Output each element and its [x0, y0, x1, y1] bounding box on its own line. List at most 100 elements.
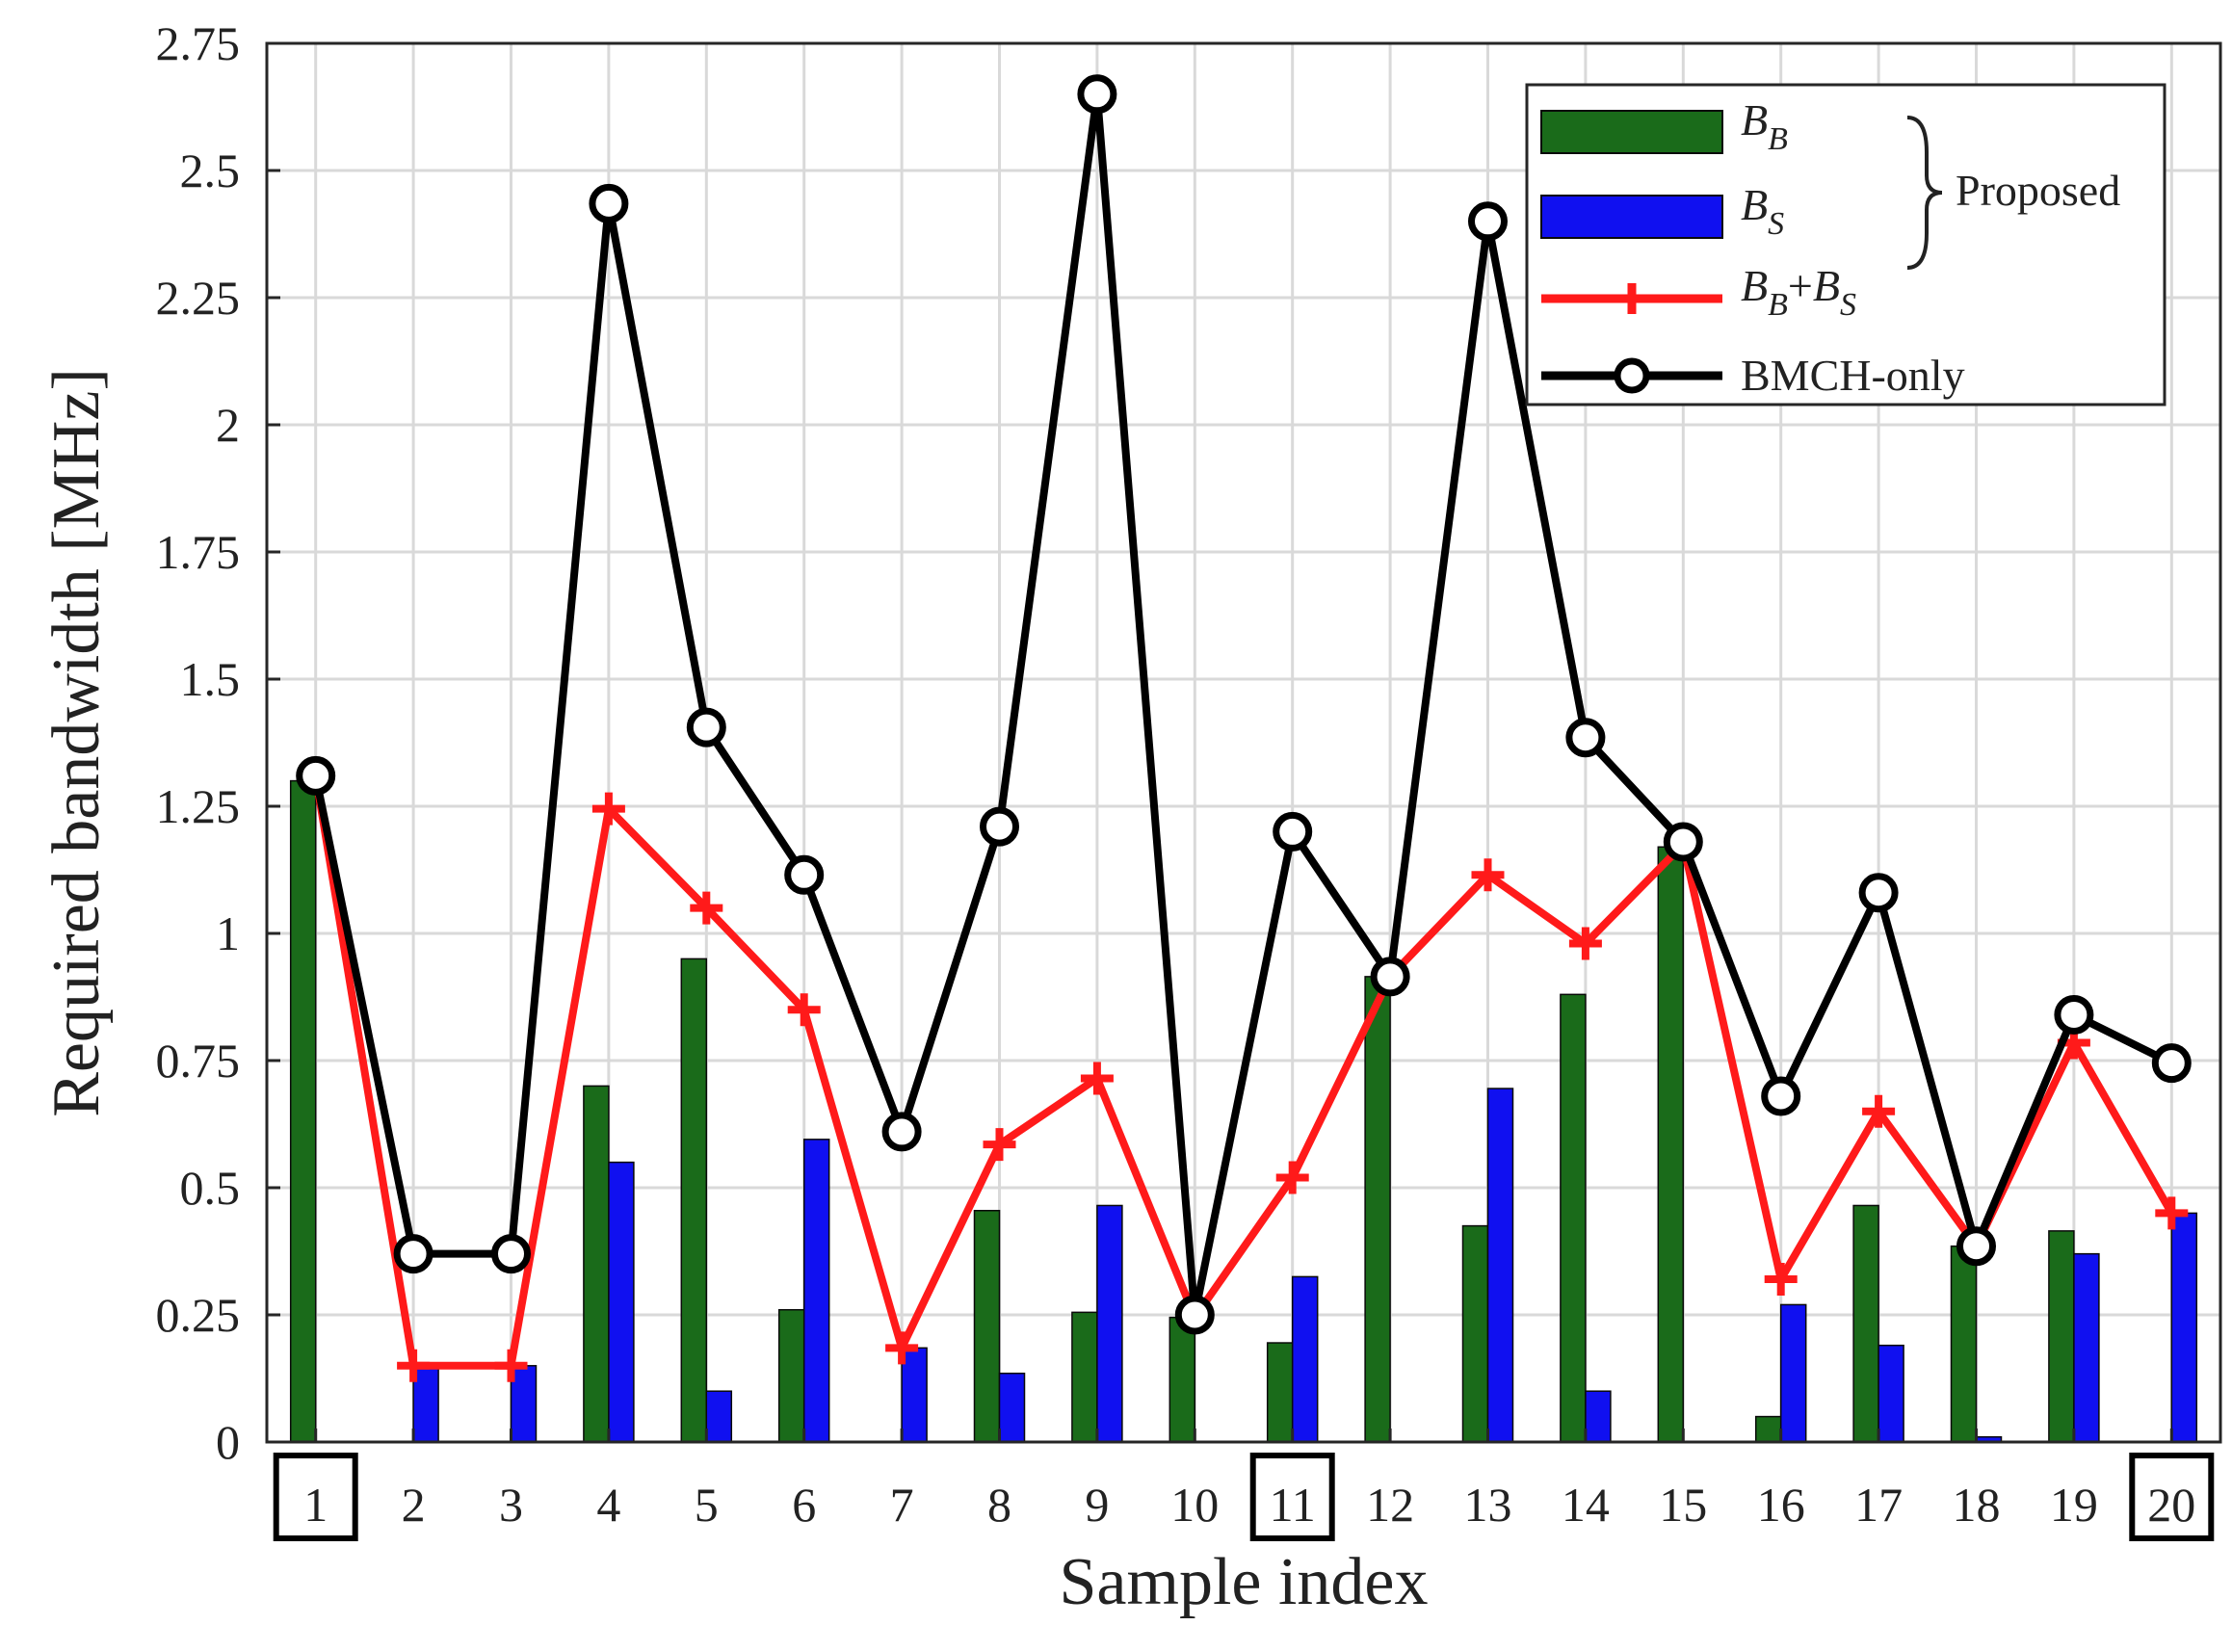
bar-bs-7 — [901, 1347, 928, 1443]
x-tick-label-20: 20 — [2147, 1478, 2195, 1532]
x-tick-label-1: 1 — [303, 1478, 328, 1532]
point-bmch-only-12 — [1370, 957, 1410, 997]
point-bmch-only-8 — [980, 806, 1019, 847]
bar-bb-9 — [1071, 1311, 1098, 1443]
y-tick-label-8: 2 — [216, 398, 240, 452]
point-b-b-b-s-20 — [2155, 1196, 2189, 1230]
x-tick-label-2: 2 — [402, 1478, 426, 1532]
bar-bb-17 — [1852, 1204, 1879, 1443]
x-axis-title: Sample index — [1060, 1545, 1429, 1619]
legend-group-label: Proposed — [1956, 166, 2120, 215]
point-bmch-only-7 — [881, 1112, 922, 1152]
point-bmch-only-4 — [589, 183, 629, 223]
point-b-b-b-s-7 — [885, 1331, 919, 1365]
lines — [296, 74, 2192, 1382]
y-tick-label-4: 1 — [216, 906, 240, 960]
series-line-b-b-b-s — [311, 774, 2175, 1370]
x-tick-label-19: 19 — [2050, 1478, 2098, 1532]
bar-bb-8 — [973, 1210, 1001, 1443]
y-tick-label-9: 2.25 — [156, 271, 241, 325]
point-bmch-only-2 — [393, 1234, 433, 1274]
bar-bb-5 — [680, 957, 708, 1443]
legend: BB BS BB+BS BMCH-only Proposed — [1525, 83, 2166, 406]
x-tick-label-12: 12 — [1366, 1478, 1414, 1532]
bar-bb-12 — [1364, 976, 1391, 1443]
y-tick-label-10: 2.5 — [180, 144, 241, 197]
y-tick-label-6: 1.5 — [180, 652, 241, 706]
legend-marker-circle — [1614, 357, 1650, 394]
point-bmch-only-19 — [2054, 994, 2094, 1035]
series-line-bmch-only — [311, 90, 2174, 1319]
point-bmch-only-6 — [784, 854, 825, 895]
x-tick-highlight-20 — [2129, 1453, 2215, 1541]
legend-brace — [1906, 116, 1943, 270]
point-bmch-only-5 — [686, 707, 726, 747]
bar-bs-11 — [1291, 1275, 1319, 1443]
bar-bs-5 — [705, 1390, 733, 1443]
point-b-b-b-s-4 — [591, 792, 625, 826]
y-tick-labels: 0 0.25 0.5 0.75 1 1.25 1.5 1.75 2 2.25 2.5 2.75 — [156, 16, 280, 1469]
point-bmch-only-17 — [1858, 873, 1899, 913]
x-tick-label-16: 16 — [1757, 1478, 1805, 1532]
y-tick-label-11: 2.75 — [156, 16, 241, 70]
point-bmch-only-18 — [1956, 1226, 1996, 1267]
x-tick-label-17: 17 — [1854, 1478, 1903, 1532]
point-bmch-only-13 — [1468, 201, 1508, 242]
point-bmch-only-1 — [296, 755, 336, 796]
x-tick-label-11: 11 — [1270, 1478, 1316, 1532]
legend-label-bmch: BMCH-only — [1741, 351, 1965, 400]
x-tick-label-8: 8 — [987, 1478, 1011, 1532]
point-bmch-only-16 — [1761, 1076, 1801, 1116]
point-bmch-only-20 — [2151, 1043, 2192, 1084]
legend-label-bb: BB — [1741, 95, 1788, 157]
bar-bs-19 — [2073, 1252, 2100, 1443]
x-tick-label-18: 18 — [1953, 1478, 2001, 1532]
y-tick-label-7: 1.75 — [156, 525, 241, 579]
legend-label-bs: BS — [1741, 180, 1784, 242]
x-tick-highlight-11 — [1249, 1453, 1335, 1541]
point-b-b-b-s-16 — [1764, 1263, 1798, 1297]
point-b-b-b-s-3 — [494, 1349, 528, 1382]
bar-bs-6 — [802, 1139, 830, 1443]
legend-swatch-bs — [1540, 195, 1723, 239]
bar-bs-4 — [608, 1161, 635, 1443]
y-tick-label-3: 0.75 — [156, 1034, 241, 1088]
bar-bs-16 — [1779, 1303, 1807, 1443]
point-bmch-only-15 — [1663, 822, 1703, 862]
y-axis-title: Required bandwidth [MHz] — [39, 368, 114, 1117]
bar-bs-20 — [2170, 1212, 2198, 1443]
legend-label-sum: BB+BS — [1741, 261, 1856, 323]
point-bmch-only-14 — [1565, 718, 1606, 758]
x-tick-label-15: 15 — [1659, 1478, 1707, 1532]
bar-bb-19 — [2048, 1230, 2075, 1443]
x-tick-label-10: 10 — [1170, 1478, 1219, 1532]
x-tick-highlight-1 — [273, 1453, 358, 1541]
point-b-b-b-s-9 — [1080, 1062, 1114, 1095]
x-tick-label-13: 13 — [1464, 1478, 1512, 1532]
bar-bb-16 — [1754, 1415, 1782, 1443]
bar-bb-10 — [1169, 1316, 1196, 1443]
point-bmch-only-10 — [1174, 1295, 1215, 1335]
bar-bb-14 — [1560, 993, 1587, 1443]
x-tick-label-9: 9 — [1085, 1478, 1109, 1532]
bar-bb-4 — [583, 1085, 610, 1443]
legend-marker-plus — [1616, 283, 1647, 314]
bars — [289, 779, 2198, 1443]
bar-bs-9 — [1096, 1204, 1123, 1443]
bar-bs-14 — [1585, 1390, 1612, 1443]
point-bmch-only-9 — [1077, 74, 1117, 115]
bar-bs-17 — [1878, 1344, 1904, 1443]
point-b-b-b-s-5 — [690, 891, 723, 925]
x-tick-label-7: 7 — [890, 1478, 914, 1532]
bar-bs-13 — [1486, 1088, 1514, 1443]
point-b-b-b-s-8 — [983, 1128, 1016, 1162]
x-tick-label-3: 3 — [499, 1478, 523, 1532]
bar-bb-1 — [289, 779, 317, 1443]
point-b-b-b-s-11 — [1275, 1161, 1309, 1194]
bar-bb-13 — [1461, 1224, 1489, 1443]
legend-swatch-bb — [1540, 110, 1723, 154]
point-b-b-b-s-6 — [787, 993, 821, 1027]
bar-bb-6 — [777, 1308, 805, 1443]
